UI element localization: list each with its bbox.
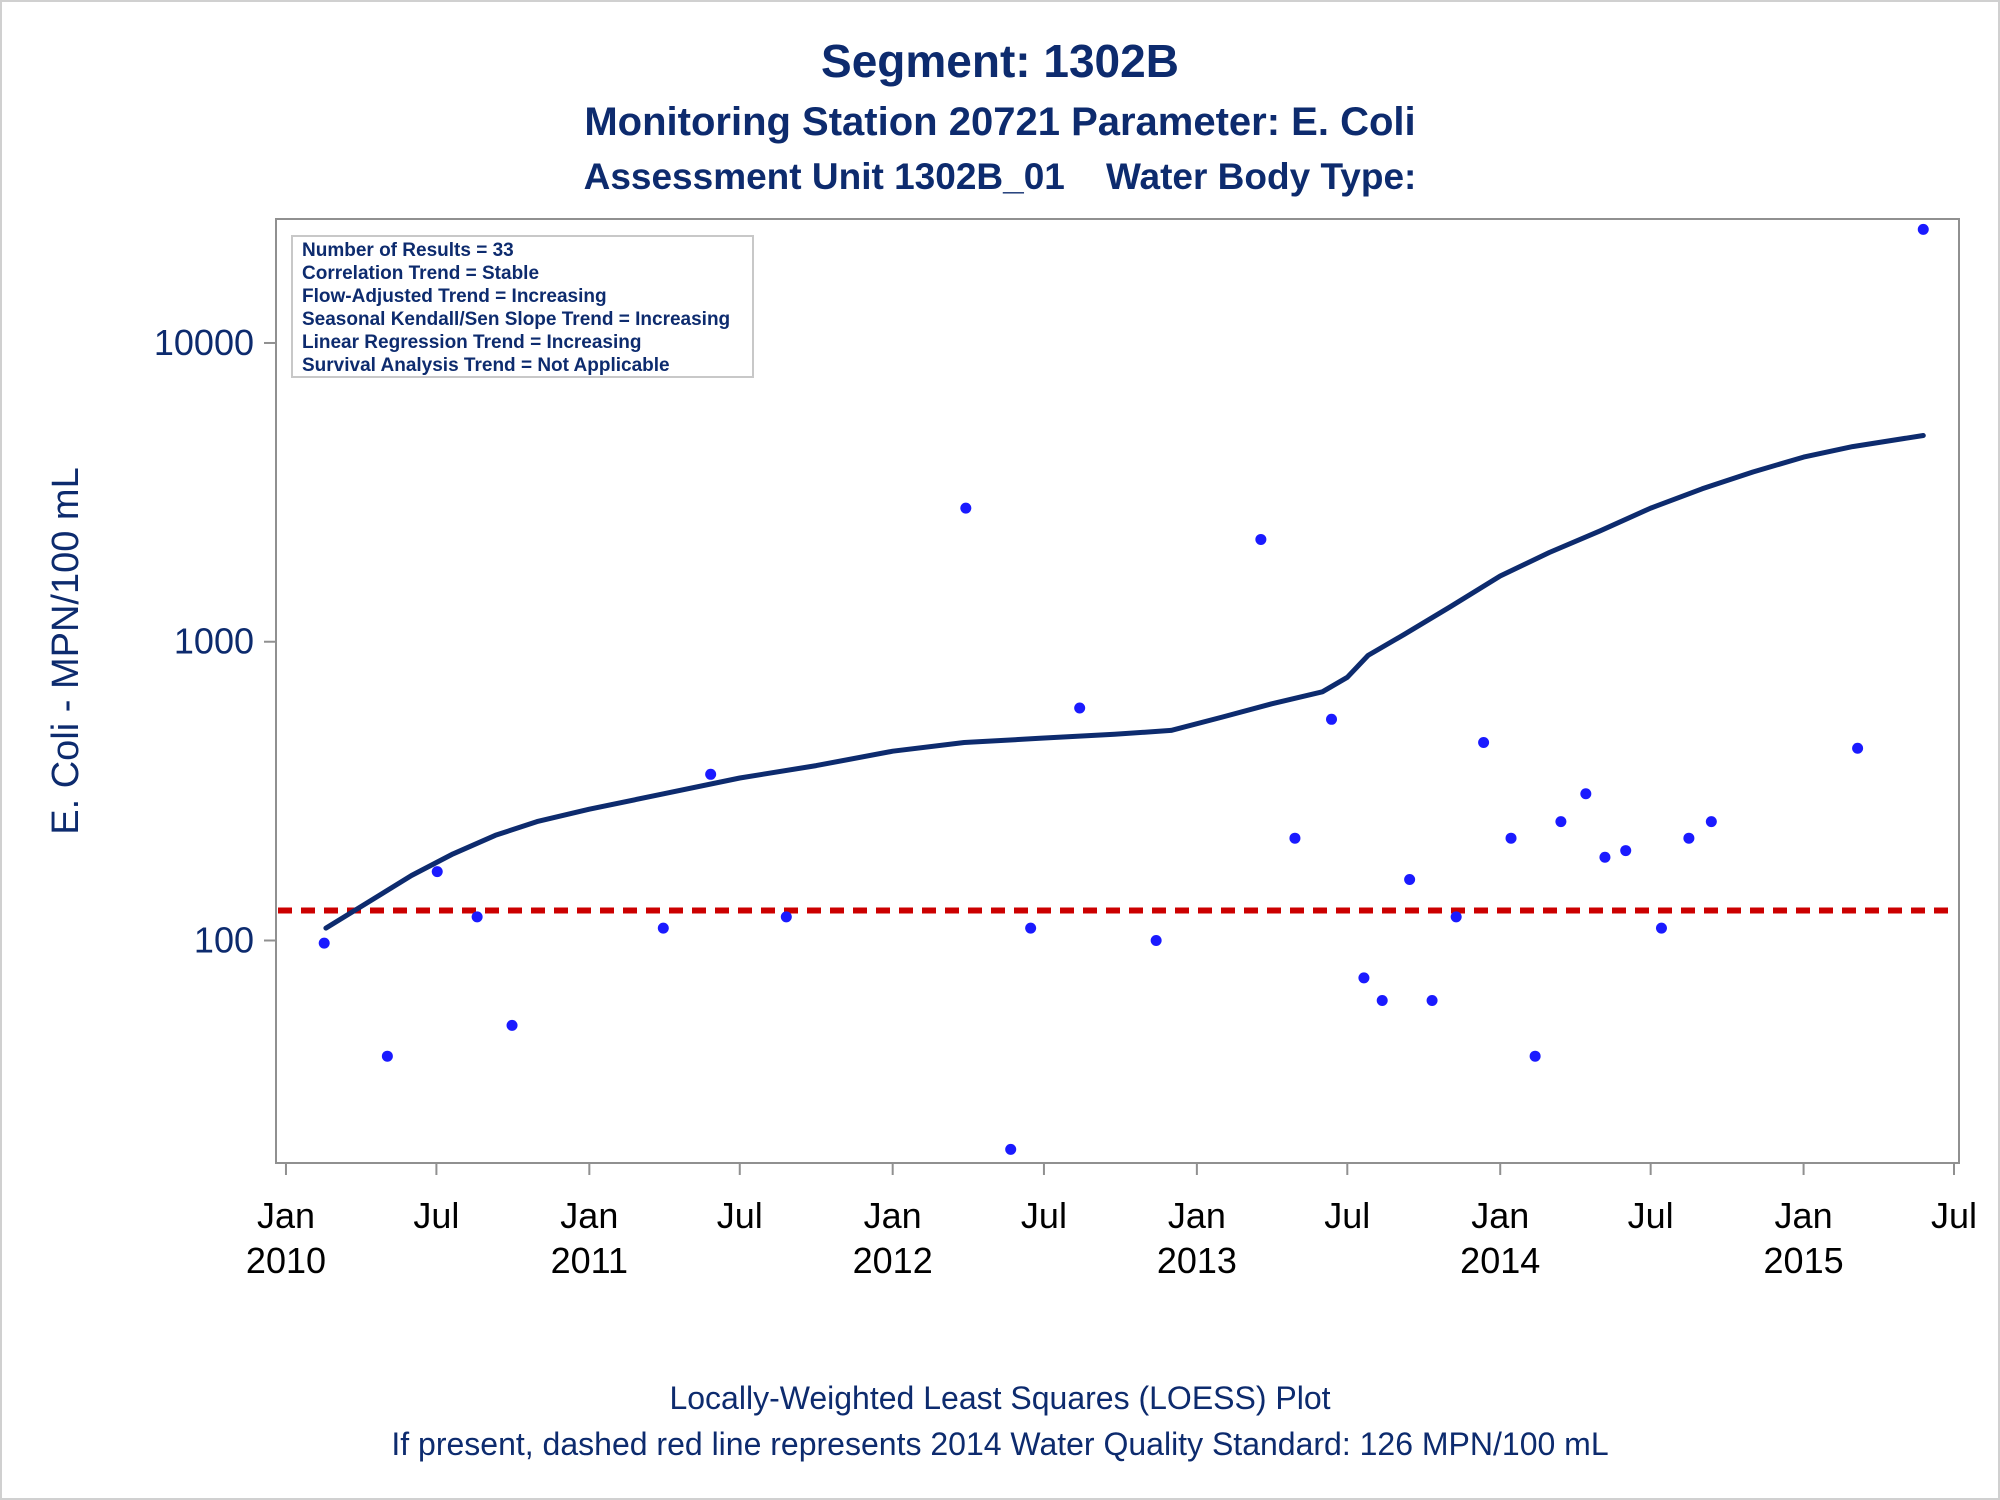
x-tick-label: Jul [1931, 1195, 1977, 1236]
x-tick-label: Jul [1628, 1195, 1674, 1236]
data-point [1005, 1143, 1017, 1155]
data-point [1450, 911, 1462, 923]
data-point [1529, 1050, 1541, 1062]
data-point [1555, 816, 1567, 828]
stats-line: Number of Results = 33 [302, 240, 514, 261]
data-point [431, 866, 443, 878]
data-point [1358, 972, 1370, 984]
data-point [1599, 851, 1611, 863]
x-tick-label: Jan [1775, 1195, 1833, 1236]
x-tick-year: 2015 [1764, 1240, 1844, 1281]
data-point [1426, 994, 1438, 1006]
footer-standard-note: If present, dashed red line represents 2… [391, 1426, 1609, 1462]
data-point [1289, 832, 1301, 844]
chart-subtitle: Monitoring Station 20721 Parameter: E. C… [584, 100, 1416, 144]
stats-line: Correlation Trend = Stable [302, 263, 539, 284]
x-tick-year: 2011 [551, 1240, 628, 1281]
data-point [318, 937, 330, 949]
data-point [1655, 922, 1667, 934]
y-tick-label: 100 [194, 920, 254, 961]
x-tick-label: Jan [257, 1195, 315, 1236]
y-tick-label: 10000 [154, 322, 254, 363]
x-tick-label: Jul [1021, 1195, 1067, 1236]
stats-line: Seasonal Kendall/Sen Slope Trend = Incre… [302, 309, 730, 330]
data-point [1150, 935, 1162, 947]
data-point [1683, 832, 1695, 844]
x-tick-year: 2010 [246, 1240, 326, 1281]
y-tick-label: 1000 [174, 621, 254, 662]
x-tick-year: 2013 [1157, 1240, 1237, 1281]
data-point [1620, 845, 1632, 857]
x-tick-year: 2014 [1460, 1240, 1540, 1281]
x-tick-label: Jul [717, 1195, 763, 1236]
data-point [471, 911, 483, 923]
chart-title: Segment: 1302B [821, 35, 1179, 87]
x-tick-year: 2012 [853, 1240, 933, 1281]
x-tick-label: Jan [560, 1195, 618, 1236]
data-point [1326, 713, 1338, 725]
data-point [1917, 223, 1929, 235]
data-point [1505, 832, 1517, 844]
footer-plot-type: Locally-Weighted Least Squares (LOESS) P… [669, 1380, 1331, 1416]
y-axis-label: E. Coli - MPN/100 mL [45, 467, 87, 834]
data-point [657, 922, 669, 934]
x-tick-label: Jul [1324, 1195, 1370, 1236]
data-point [1852, 742, 1864, 754]
data-point [1580, 788, 1592, 800]
stats-box-border [291, 235, 754, 378]
data-point [1074, 702, 1086, 714]
loess-curve [323, 433, 1926, 931]
data-point [1478, 736, 1490, 748]
x-tick-label: Jan [864, 1195, 922, 1236]
data-point [1255, 533, 1267, 545]
x-tick-label: Jan [1471, 1195, 1529, 1236]
chart-subtitle-2: Assessment Unit 1302B_01 Water Body Type… [583, 156, 1417, 197]
stats-line: Linear Regression Trend = Increasing [302, 332, 641, 353]
x-tick-label: Jan [1168, 1195, 1226, 1236]
stats-line: Flow-Adjusted Trend = Increasing [302, 286, 607, 307]
data-point [1404, 874, 1416, 886]
x-tick-label: Jul [413, 1195, 459, 1236]
stats-line: Survival Analysis Trend = Not Applicable [302, 355, 670, 376]
data-point [1376, 994, 1388, 1006]
data-point [705, 768, 717, 780]
data-point [780, 911, 792, 923]
data-point [506, 1019, 518, 1031]
data-point [1705, 816, 1717, 828]
data-point [1025, 922, 1037, 934]
data-point [381, 1050, 393, 1062]
data-point [960, 502, 972, 514]
